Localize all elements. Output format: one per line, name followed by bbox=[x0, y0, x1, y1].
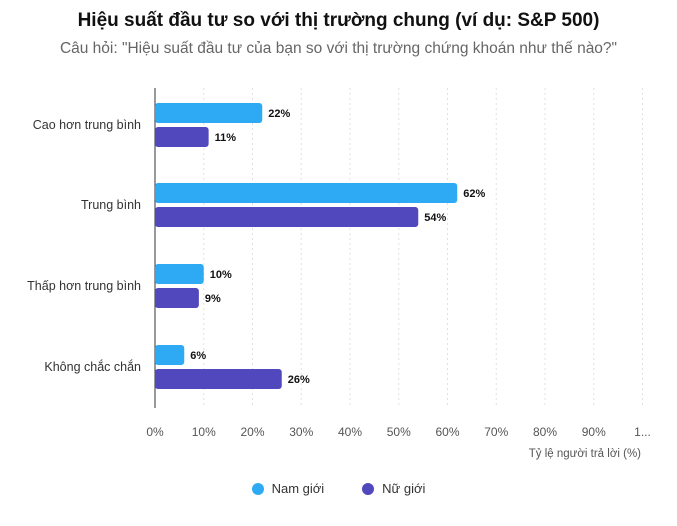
x-tick-label: 0% bbox=[146, 425, 164, 439]
data-label: 26% bbox=[288, 374, 310, 386]
bar bbox=[155, 345, 185, 365]
bar bbox=[155, 183, 458, 203]
data-label: 54% bbox=[424, 212, 446, 224]
legend-label-male: Nam giới bbox=[271, 481, 325, 496]
x-tick-label: 70% bbox=[484, 425, 508, 439]
category-label: Cao hơn trung bình bbox=[33, 118, 141, 132]
x-tick-label: 40% bbox=[338, 425, 362, 439]
data-label: 10% bbox=[210, 269, 232, 281]
bar bbox=[155, 207, 419, 227]
x-tick-label: 20% bbox=[240, 425, 264, 439]
data-label: 11% bbox=[215, 132, 237, 144]
data-label: 22% bbox=[268, 108, 290, 120]
data-label: 6% bbox=[190, 350, 206, 362]
bar bbox=[155, 264, 204, 284]
x-tick-label: 80% bbox=[533, 425, 557, 439]
legend-marker-male bbox=[251, 482, 264, 495]
chart-legend: Nam giới Nữ giới bbox=[0, 481, 677, 496]
category-label: Thấp hơn trung bình bbox=[27, 279, 141, 293]
x-tick-label: 90% bbox=[582, 425, 606, 439]
category-label: Trung bình bbox=[81, 198, 141, 212]
legend-item-male[interactable]: Nam giới bbox=[251, 481, 325, 496]
bar bbox=[155, 103, 263, 123]
bar-chart: 0% 10% 20% 30% 40% 50% 60% 70% 80% 90% 1... Tỷ lệ n… bbox=[27, 88, 651, 460]
bar bbox=[155, 127, 209, 147]
x-tick-label: 1... bbox=[634, 425, 651, 439]
x-tick-label: 10% bbox=[192, 425, 216, 439]
bar bbox=[155, 369, 282, 389]
chart-subtitle: Câu hỏi: "Hiệu suất đầu tư của bạn so vớ… bbox=[59, 40, 618, 57]
category-label: Không chắc chắn bbox=[44, 359, 141, 374]
legend-label-female: Nữ giới bbox=[382, 481, 426, 496]
bar bbox=[155, 288, 199, 308]
x-tick-label: 30% bbox=[289, 425, 313, 439]
data-label: 62% bbox=[463, 188, 485, 200]
x-tick-label: 50% bbox=[387, 425, 411, 439]
x-tick-label: 60% bbox=[435, 425, 459, 439]
x-axis-title: Tỷ lệ người trả lời (%) bbox=[529, 448, 641, 460]
legend-marker-female bbox=[362, 482, 375, 495]
data-label: 9% bbox=[205, 293, 221, 305]
chart-title: Hiệu suất đầu tư so với thị trường chung… bbox=[77, 10, 600, 31]
legend-item-female[interactable]: Nữ giới bbox=[362, 481, 425, 496]
